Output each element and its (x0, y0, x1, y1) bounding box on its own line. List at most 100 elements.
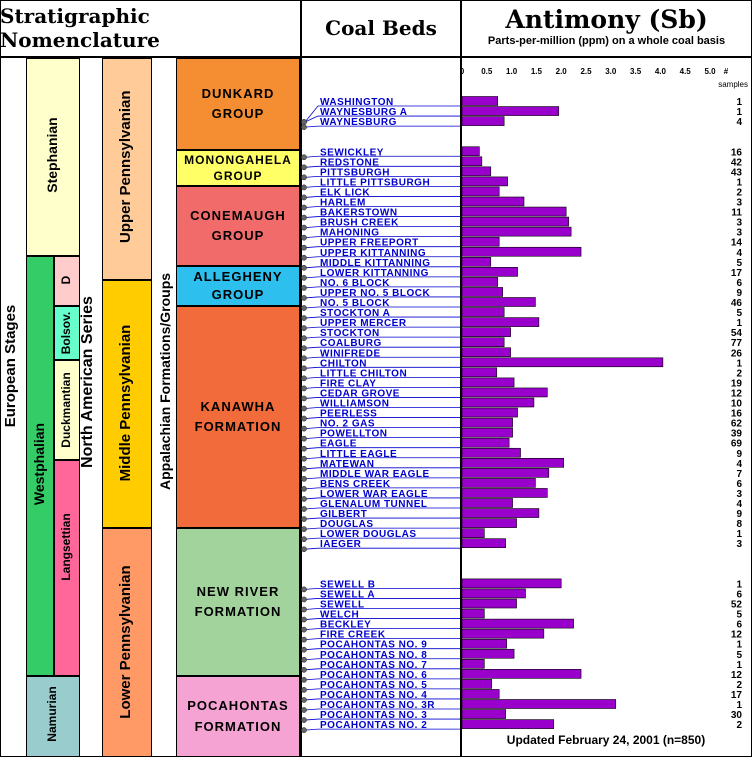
coal-bed-label: MAHONING (320, 228, 380, 239)
sample-count: 4 (736, 117, 742, 128)
pocahontas-formation-block: POCAHONTAS FORMATION (176, 676, 300, 757)
bar (461, 307, 505, 317)
sample-count: 11 (731, 208, 742, 219)
coal-bed-dot (301, 666, 307, 673)
bar (461, 206, 567, 217)
sample-count: 1 (736, 700, 742, 711)
coal-bed-leader (304, 397, 319, 399)
coal-bed-leader (304, 588, 319, 590)
bar (461, 528, 485, 538)
coal-bed-leader (304, 497, 319, 500)
coal-bed-leader (304, 366, 319, 369)
coal-bed-leader (304, 376, 319, 379)
coal-bed-dot (301, 445, 307, 452)
middle-pennsylvanian-label: Middle Pennsylvanian (117, 324, 134, 482)
coal-bed-leader (304, 296, 319, 299)
allegheny-group-block: ALLEGHENY GROUP (176, 266, 300, 306)
bar (461, 196, 525, 207)
sample-count: 3 (736, 218, 742, 229)
coal-bed-label: WILLIAMSON (320, 399, 389, 410)
middle-pennsylvanian-block (102, 280, 152, 528)
dunkard-group-block: DUNKARD GROUP (176, 58, 300, 150)
sample-count: 30 (731, 710, 743, 721)
coal-bed-leader (304, 246, 319, 249)
coal-bed-label: EAGLE (320, 439, 357, 450)
sample-count: 14 (731, 238, 743, 249)
coal-bed-dot (301, 616, 307, 623)
stephanian-label: Stephanian (44, 117, 60, 193)
bar (461, 256, 492, 267)
sample-count: 9 (736, 509, 742, 520)
bar (461, 689, 500, 699)
upper-pennsylvanian-block (102, 58, 152, 280)
coal-bed-label: UPPER NO. 5 BLOCK (320, 288, 430, 299)
sample-count: 5 (736, 258, 742, 269)
bar (461, 417, 513, 428)
coal-bed-dot (301, 465, 307, 472)
coal-bed-dot (301, 435, 307, 442)
coal-bed-dot (301, 254, 307, 261)
coal-bed-leader (304, 326, 319, 329)
langsettian-label: Langsettian (59, 513, 73, 581)
coal-bed-leader (304, 507, 319, 510)
coal-bed-label: LITTLE EAGLE (320, 449, 397, 460)
coal-bed-label: POCAHONTAS NO. 9 (320, 640, 427, 651)
coal-bed-leader (304, 467, 319, 470)
coal-bed-label: SEWELL B (320, 579, 375, 590)
d-label: D (59, 275, 73, 285)
coal-bed-dot (301, 119, 307, 125)
coal-bed-dot (301, 415, 307, 422)
bar (461, 699, 617, 709)
sample-count: 52 (731, 600, 743, 611)
coal-bed-leader (304, 517, 319, 520)
coal-bed-dot (301, 516, 307, 522)
coal-bed-dot (301, 375, 307, 382)
bar (461, 488, 548, 498)
coal-bed-dot (301, 586, 307, 593)
coal-bed-dot (301, 626, 307, 633)
bar (461, 156, 483, 167)
coal-bed-dot (301, 727, 307, 733)
coal-bed-dot (301, 124, 307, 130)
x-tick-label: 4.0 (655, 67, 667, 76)
coal-bed-dot (301, 355, 307, 362)
coal-bed-dot (301, 405, 307, 412)
coal-bed-leader (304, 487, 319, 490)
coal-bed-label: BRUSH CREEK (320, 218, 399, 229)
coal-bed-leader (304, 316, 319, 319)
coal-bed-label: NO. 2 GAS (320, 419, 375, 430)
sample-count: 7 (736, 469, 742, 480)
coal-bed-leader (304, 537, 319, 540)
coal-bed-leader (304, 658, 319, 661)
sample-count: 1 (736, 358, 742, 369)
coal-bed-label: POCAHONTAS NO. 5 (320, 680, 427, 691)
sample-count: 2 (736, 187, 742, 198)
coal-bed-label: REDSTONE (320, 157, 379, 168)
coal-bed-label: POCAHONTAS NO. 4 (320, 690, 427, 701)
coal-bed-label: LOWER KITTANNING (320, 268, 429, 279)
sample-count: 4 (736, 459, 742, 470)
coal-bed-leader (304, 387, 319, 389)
coal-bed-leader (304, 105, 319, 123)
x-tick-label: 4.5 (680, 67, 692, 76)
coal-bed-label: MATEWAN (320, 459, 374, 470)
coal-bed-leader (304, 125, 319, 128)
coal-bed-dot (301, 214, 307, 221)
coal-bed-dot (301, 184, 307, 191)
coal-bed-label: NO. 6 BLOCK (320, 278, 390, 289)
bar (461, 628, 545, 639)
coal-bed-dot (301, 385, 307, 392)
coal-bed-label: LOWER DOUGLAS (320, 529, 417, 540)
coal-bed-dot (301, 204, 307, 211)
bolsov-label: Bolsov. (59, 311, 73, 355)
coal-bed-dot (301, 285, 307, 291)
coal-bed-leader (304, 336, 319, 339)
sample-count: 12 (731, 388, 743, 399)
kanawha-formation-block: KANAWHA FORMATION (176, 306, 300, 528)
coal-bed-leader (304, 547, 319, 550)
coal-bed-label: WAYNESBURG A (320, 107, 408, 118)
coal-bed-leader (304, 216, 319, 218)
coal-bed-label: POCAHONTAS NO. 3 (320, 710, 427, 721)
sample-count: 1 (736, 97, 742, 108)
coal-bed-dot (301, 315, 307, 321)
